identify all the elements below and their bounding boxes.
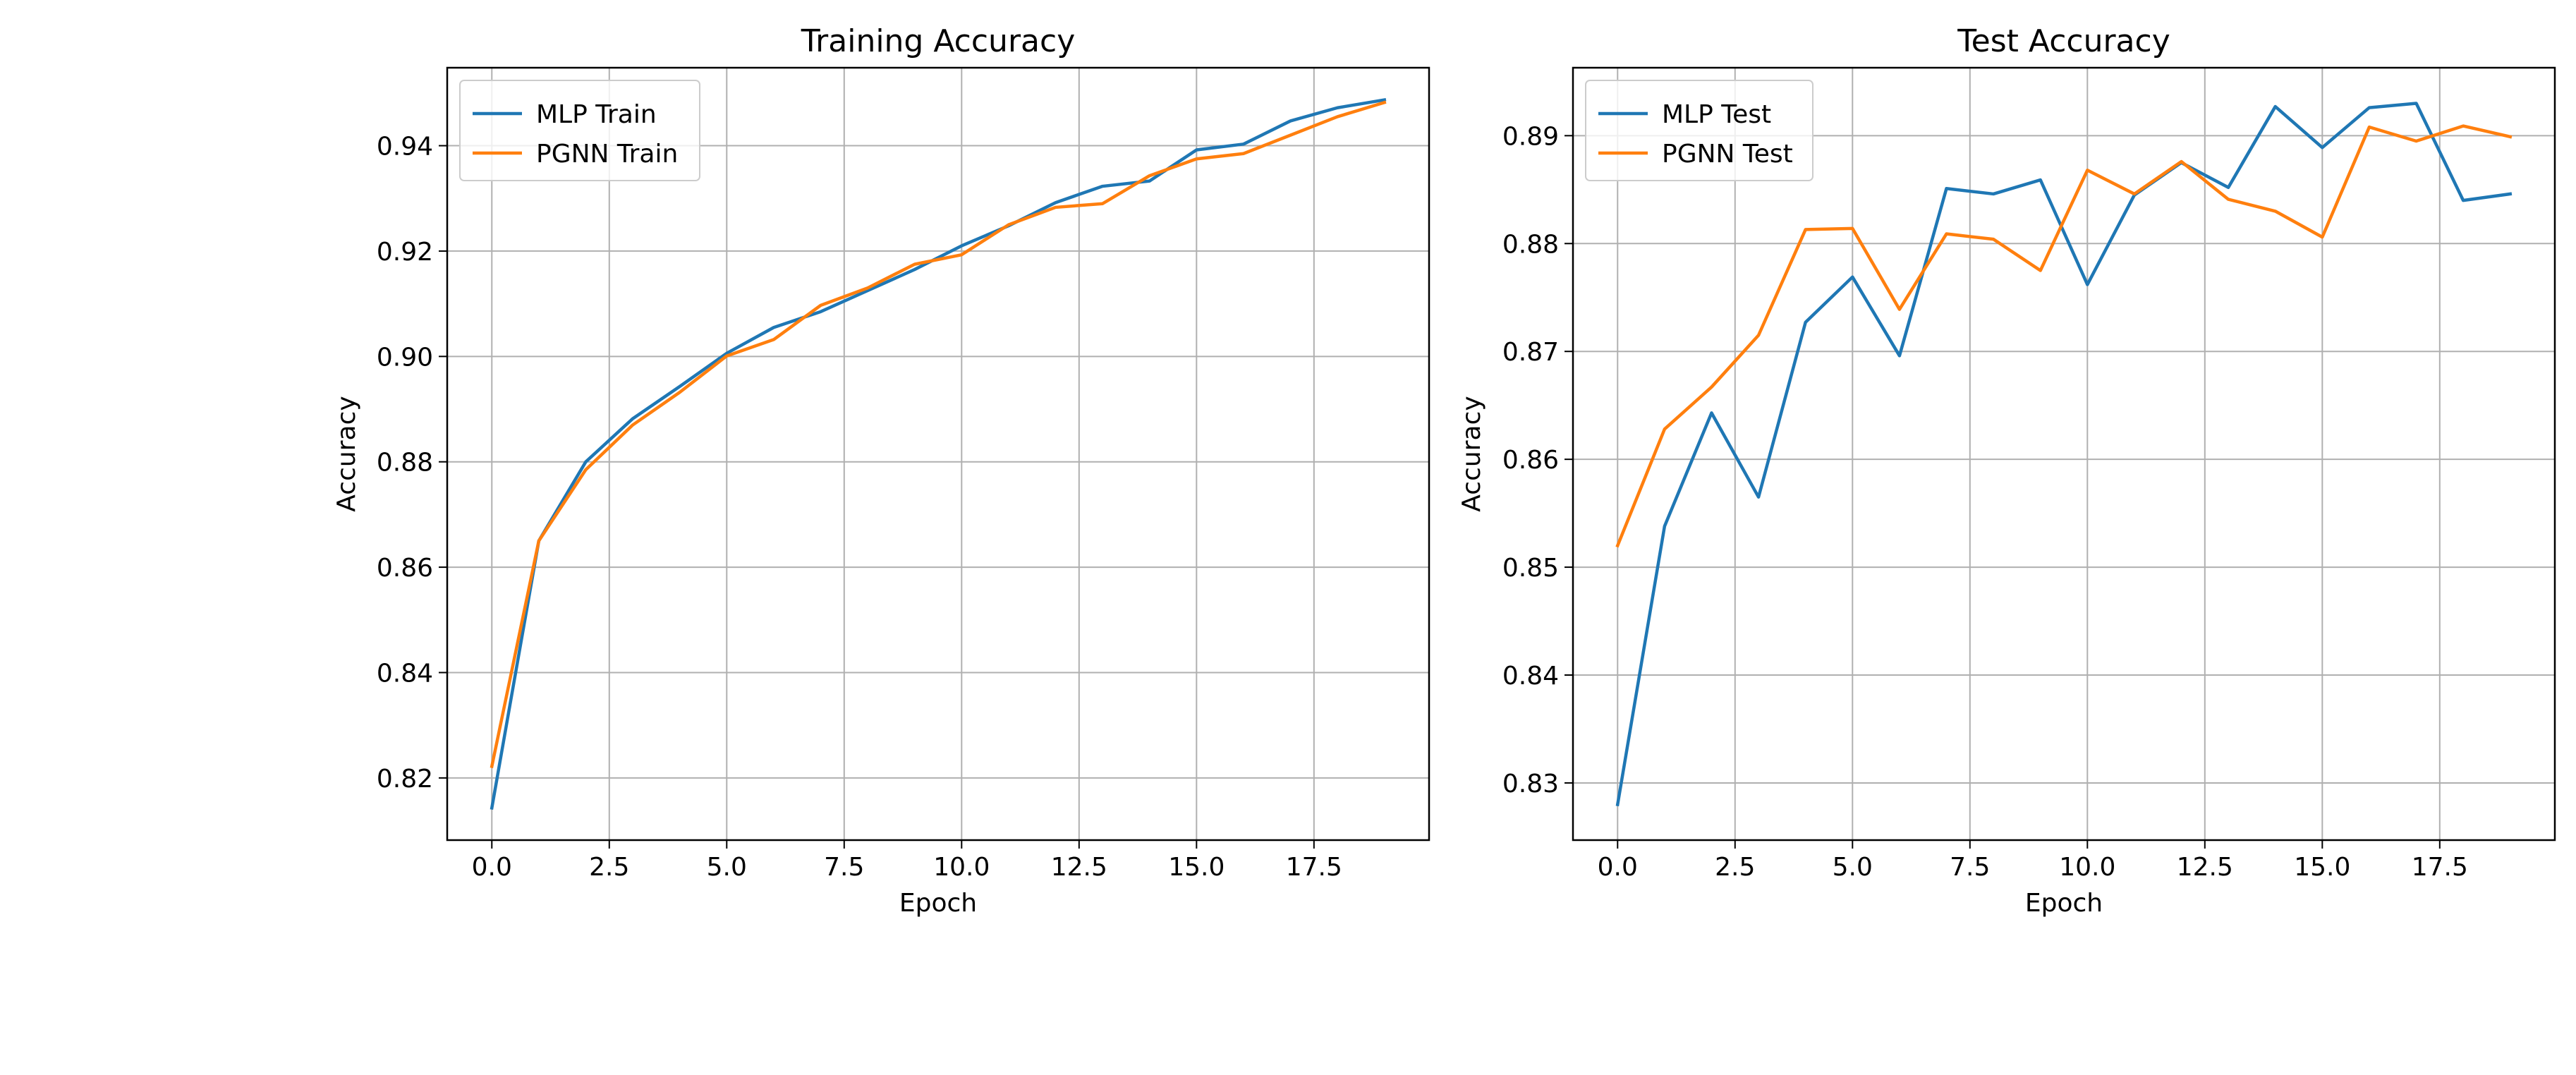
ticks: 0.0 2.5 5.0 7.5 10.0 12.5 15.0 17.5 0.82 0.84 0.86… <box>377 133 1342 882</box>
y-tick-label: 0.83 <box>1502 770 1559 798</box>
legend: MLP Train PGNN Train <box>459 80 700 181</box>
y-tick-label: 0.85 <box>1502 554 1559 583</box>
y-tick-label: 0.84 <box>377 659 433 688</box>
x-tick-label: 17.5 <box>1286 853 1342 882</box>
chart-title: Training Accuracy <box>801 23 1075 59</box>
series-layer <box>1615 102 2513 807</box>
y-tick-label: 0.92 <box>377 238 433 267</box>
legend-entry-label: MLP Train <box>536 100 657 129</box>
y-tick-label: 0.84 <box>1502 662 1559 691</box>
plot-frame <box>446 66 1430 842</box>
x-tick-label: 15.0 <box>1168 853 1225 882</box>
ticks: 0.0 2.5 5.0 7.5 10.0 12.5 15.0 17.5 0.83 0.84 0.85… <box>1502 122 2468 882</box>
x-tick-label: 0.0 <box>1598 853 1638 882</box>
x-axis-label: Epoch <box>2025 889 2103 918</box>
y-tick-label: 0.86 <box>1502 446 1559 475</box>
y-axis-label: Accuracy <box>1457 396 1486 511</box>
grid <box>447 68 1429 840</box>
y-tick-label: 0.82 <box>377 765 433 794</box>
y-tick-label: 0.94 <box>377 133 433 162</box>
legend-box <box>459 80 700 181</box>
series-line-pgnn-train <box>490 100 1387 769</box>
series-line-mlp-test <box>1615 102 2513 807</box>
x-tick-label: 5.0 <box>1833 853 1873 882</box>
x-tick-label: 0.0 <box>472 853 512 882</box>
legend-entry-label: MLP Test <box>1662 100 1771 129</box>
x-tick-label: 7.5 <box>1950 853 1990 882</box>
test-accuracy-chart: 0.0 2.5 5.0 7.5 10.0 12.5 15.0 17.5 0.83 0.84 0.85… <box>1457 23 2556 918</box>
x-axis-label: Epoch <box>899 889 977 918</box>
y-tick-label: 0.90 <box>377 343 433 372</box>
x-tick-label: 5.0 <box>707 853 747 882</box>
series-layer <box>490 97 1387 810</box>
x-tick-label: 17.5 <box>2412 853 2468 882</box>
legend-entry-label: PGNN Train <box>536 140 678 169</box>
x-tick-label: 7.5 <box>824 853 864 882</box>
series-line-mlp-train <box>490 97 1387 810</box>
x-tick-label: 10.0 <box>933 853 990 882</box>
x-tick-label: 12.5 <box>1051 853 1107 882</box>
x-tick-label: 15.0 <box>2294 853 2350 882</box>
legend-box <box>1585 80 1813 181</box>
plot-frame <box>1572 66 2556 842</box>
y-tick-label: 0.88 <box>1502 230 1559 259</box>
y-tick-label: 0.88 <box>377 449 433 478</box>
y-tick-label: 0.87 <box>1502 338 1559 367</box>
x-tick-label: 12.5 <box>2177 853 2233 882</box>
chart-title: Test Accuracy <box>1957 23 2170 59</box>
legend: MLP Test PGNN Test <box>1585 80 1813 181</box>
y-tick-label: 0.89 <box>1502 122 1559 151</box>
y-tick-label: 0.86 <box>377 554 433 583</box>
x-tick-label: 2.5 <box>1715 853 1755 882</box>
series-line-pgnn-test <box>1615 124 2513 548</box>
legend-entry-label: PGNN Test <box>1662 140 1793 169</box>
x-tick-label: 10.0 <box>2059 853 2115 882</box>
x-tick-label: 2.5 <box>589 853 629 882</box>
y-axis-label: Accuracy <box>332 396 361 511</box>
training-accuracy-chart: 0.0 2.5 5.0 7.5 10.0 12.5 15.0 17.5 0.82 0.84 0.86… <box>332 23 1430 918</box>
